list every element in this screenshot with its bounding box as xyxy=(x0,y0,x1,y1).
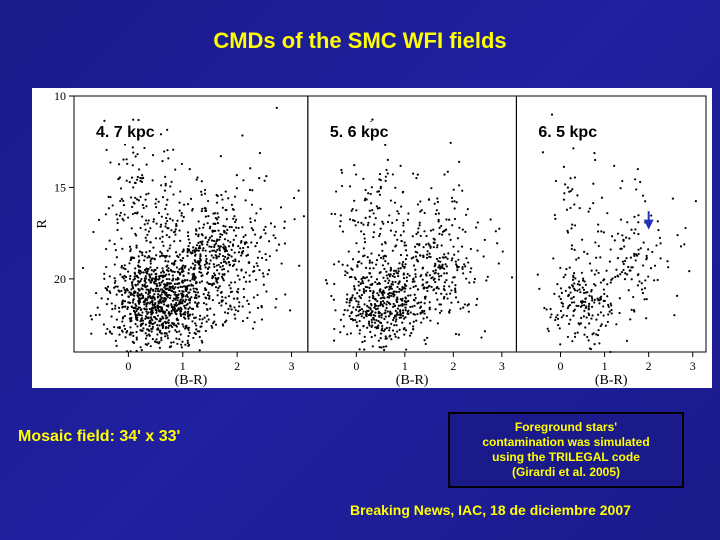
svg-text:R: R xyxy=(35,219,50,229)
svg-text:0: 0 xyxy=(353,359,359,373)
panel-label-0: 4. 7 kpc xyxy=(92,122,159,144)
svg-text:(B-R): (B-R) xyxy=(396,373,429,388)
svg-text:1: 1 xyxy=(602,359,608,373)
panel-label-2: 6. 5 kpc xyxy=(534,122,601,144)
slide-title: CMDs of the SMC WFI fields xyxy=(0,28,720,54)
slide-title-text: CMDs of the SMC WFI fields xyxy=(213,28,506,53)
foreground-note: Foreground stars' contamination was simu… xyxy=(448,412,684,488)
svg-text:2: 2 xyxy=(450,359,456,373)
mosaic-caption: Mosaic field: 34' x 33' xyxy=(18,428,180,446)
svg-text:(B-R): (B-R) xyxy=(595,373,628,388)
note-line-2: using the TRILEGAL code xyxy=(458,450,674,465)
svg-text:1: 1 xyxy=(402,359,408,373)
svg-text:10: 10 xyxy=(54,89,66,103)
svg-text:3: 3 xyxy=(499,359,505,373)
note-line-1: contamination was simulated xyxy=(458,435,674,450)
svg-text:20: 20 xyxy=(54,272,66,286)
svg-text:3: 3 xyxy=(289,359,295,373)
svg-text:3: 3 xyxy=(690,359,696,373)
svg-text:0: 0 xyxy=(125,359,131,373)
note-line-0: Foreground stars' xyxy=(458,420,674,435)
svg-text:1: 1 xyxy=(180,359,186,373)
footer-caption: Breaking News, IAC, 18 de diciembre 2007 xyxy=(350,502,631,518)
panel-label-2-text: 6. 5 kpc xyxy=(538,124,597,141)
panel-label-0-text: 4. 7 kpc xyxy=(96,124,155,141)
svg-text:(B-R): (B-R) xyxy=(175,373,208,388)
panel-label-1-text: 5. 6 kpc xyxy=(330,124,389,141)
note-line-3: (Girardi et al. 2005) xyxy=(458,465,674,480)
footer-text: Breaking News, IAC, 18 de diciembre 2007 xyxy=(350,502,631,518)
svg-text:2: 2 xyxy=(234,359,240,373)
svg-text:0: 0 xyxy=(557,359,563,373)
mosaic-caption-text: Mosaic field: 34' x 33' xyxy=(18,428,180,445)
panel-label-1: 5. 6 kpc xyxy=(326,122,393,144)
svg-text:15: 15 xyxy=(54,180,66,194)
svg-text:2: 2 xyxy=(646,359,652,373)
